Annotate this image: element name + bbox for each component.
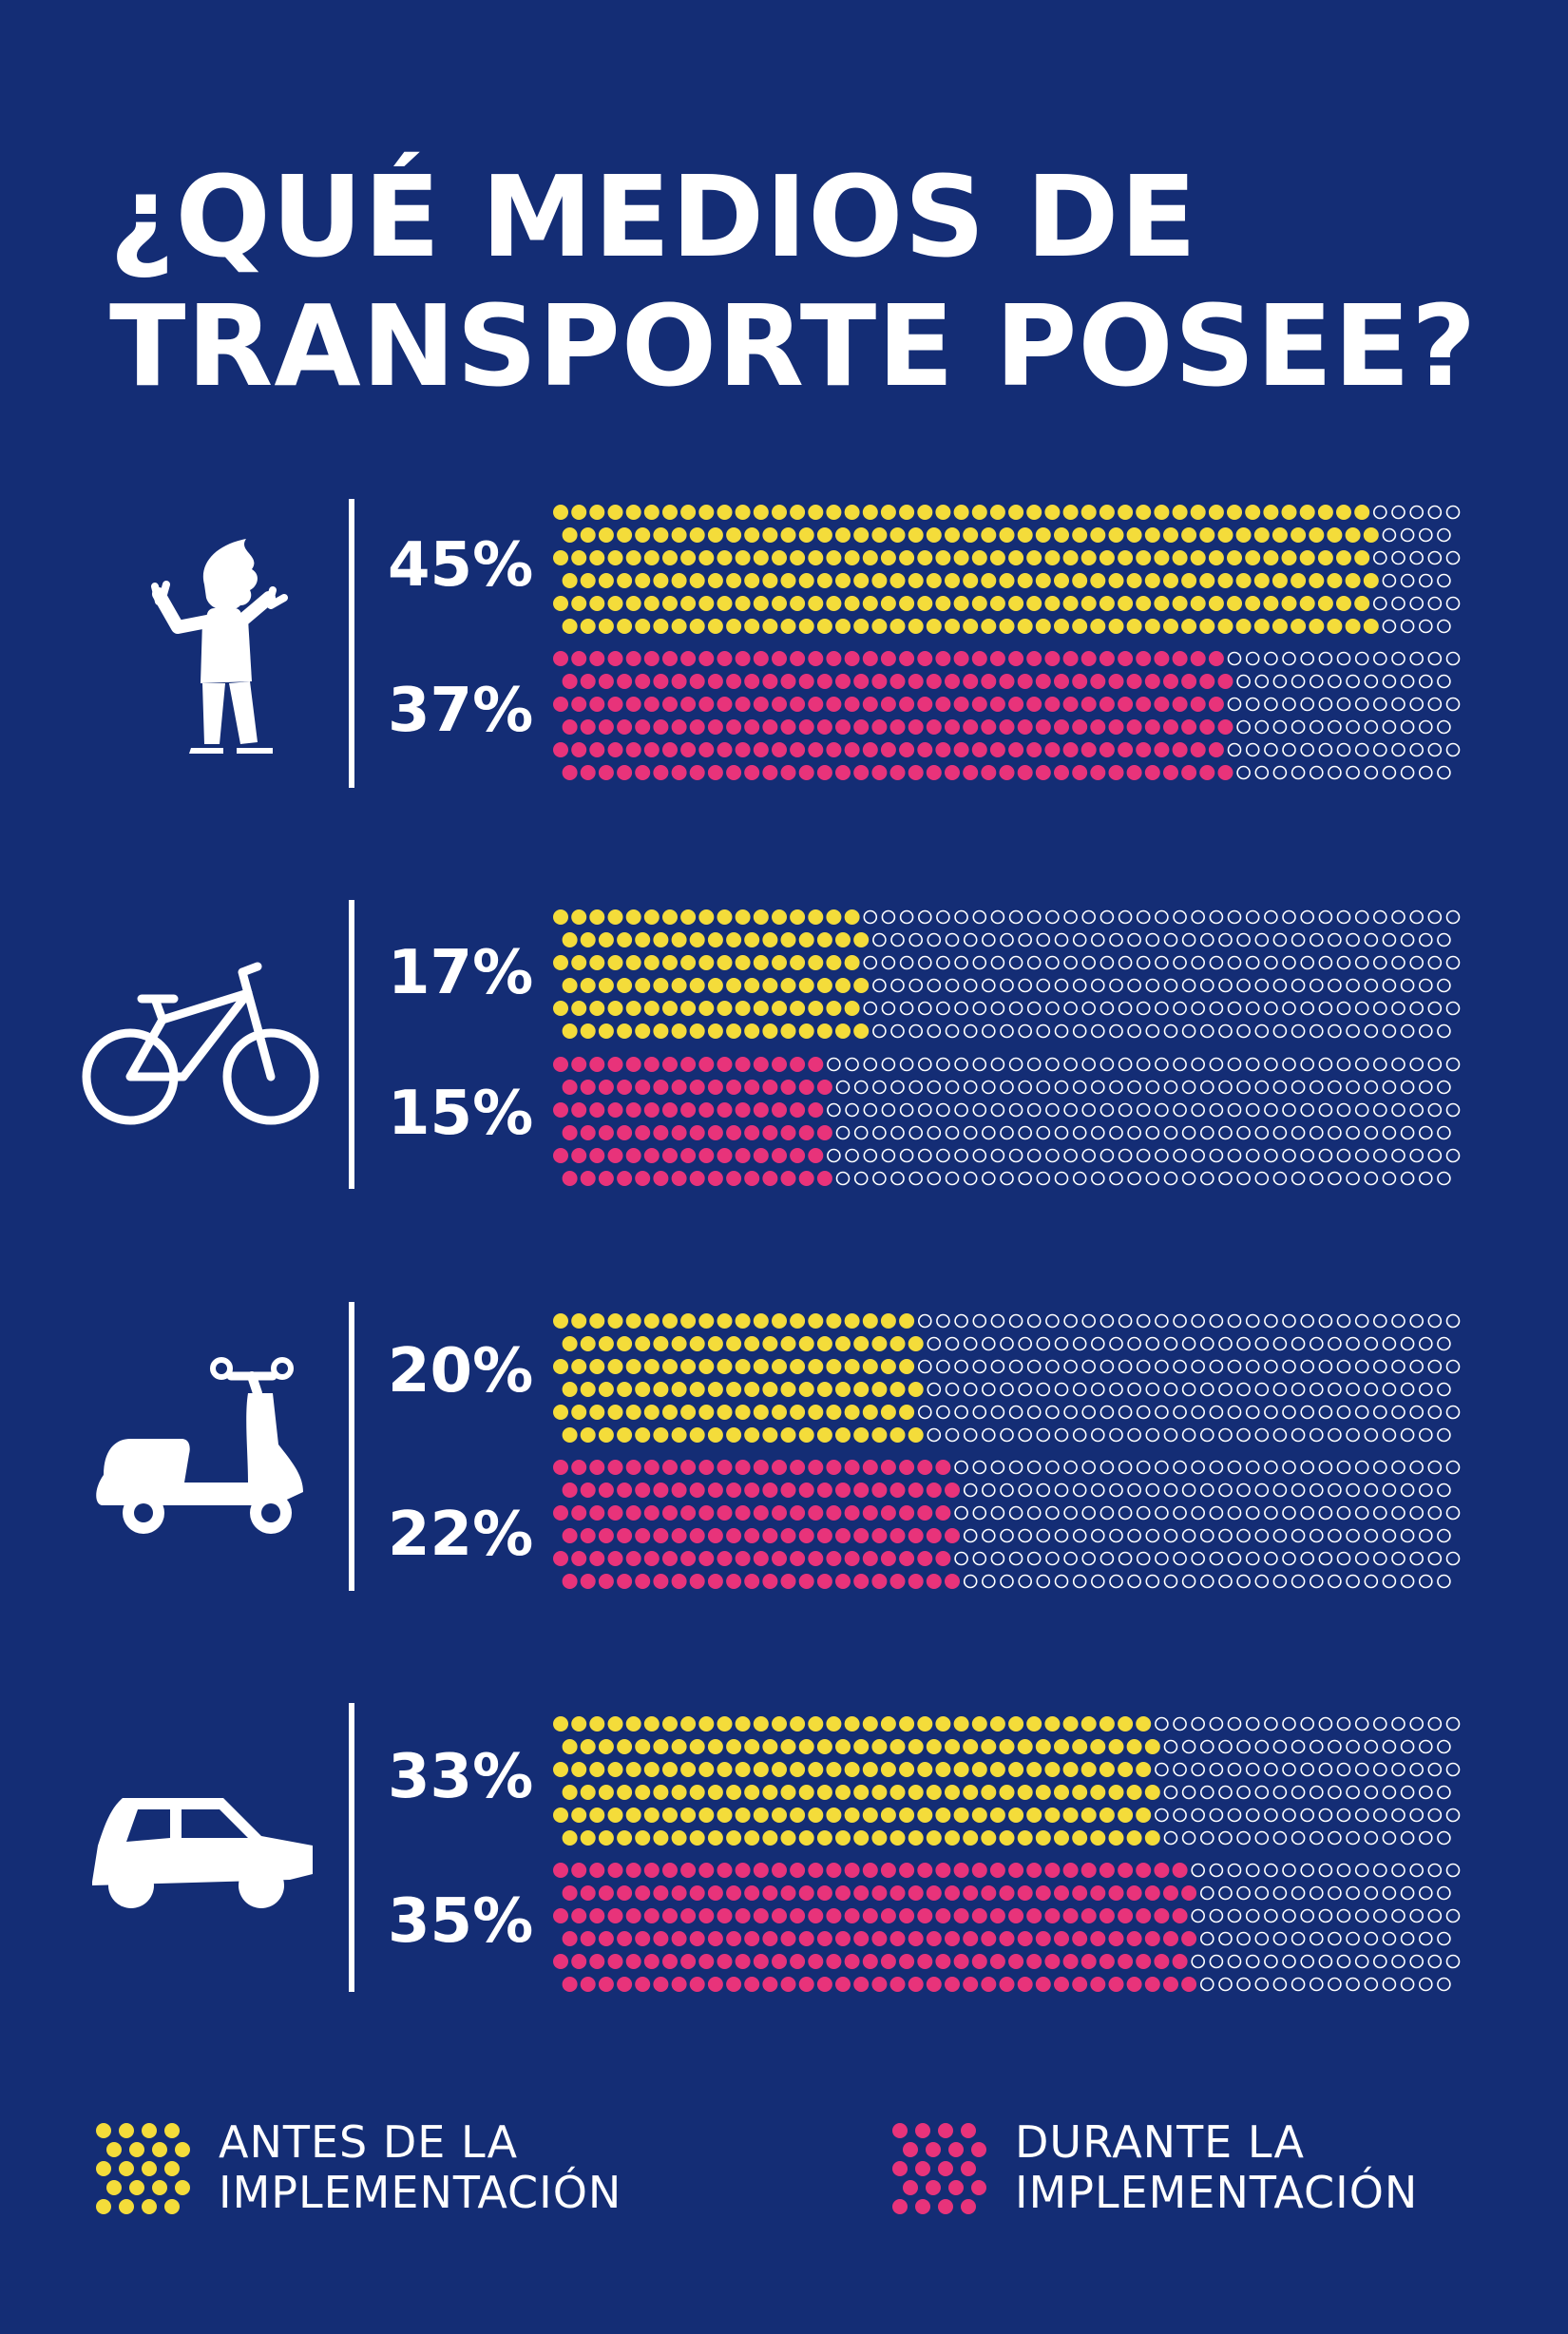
- group-divider: [349, 900, 354, 1189]
- bar-empty-dots: [917, 1313, 1461, 1443]
- dot-bar-during-scooter: [553, 1460, 1461, 1589]
- dot-bar-before-bicycle: [553, 909, 1461, 1039]
- dot-bar-during-walking: [553, 651, 1461, 780]
- value-label-during: 37%: [388, 676, 534, 746]
- value-label-during: 15%: [388, 1079, 534, 1149]
- dot-bar-during-bicycle: [553, 1057, 1461, 1186]
- dot-bar-before-walking: [553, 505, 1461, 634]
- legend-label-during: DURANTE LA IMPLEMENTACIÓN: [1015, 2116, 1419, 2218]
- dot-bar-before-scooter: [553, 1313, 1461, 1443]
- bar-empty-dots: [1155, 1716, 1461, 1846]
- value-label-during: 22%: [388, 1500, 534, 1570]
- bar-empty-dots: [863, 909, 1461, 1039]
- chart-group-car: 33% 35%: [0, 1703, 1568, 1992]
- bar-empty-dots: [1227, 651, 1461, 780]
- group-divider: [349, 1703, 354, 1992]
- chart-group-scooter: 20% 22%: [0, 1302, 1568, 1591]
- bar-filled-dots: [553, 1863, 1197, 1992]
- bar-empty-dots: [827, 1057, 1461, 1186]
- group-divider: [349, 1302, 354, 1591]
- bar-filled-dots: [553, 1057, 832, 1186]
- car-icon: [92, 1798, 313, 1908]
- group-divider: [349, 499, 354, 788]
- walking-person-icon: [151, 539, 288, 754]
- legend-item-before: ANTES DE LA IMPLEMENTACIÓN: [95, 2117, 665, 2222]
- bar-filled-dots: [553, 505, 1379, 634]
- legend-label-before: ANTES DE LA IMPLEMENTACIÓN: [219, 2116, 622, 2218]
- bar-filled-dots: [553, 909, 870, 1039]
- bar-empty-dots: [1372, 505, 1461, 634]
- bar-empty-dots: [1191, 1863, 1461, 1992]
- dot-bar-before-car: [553, 1716, 1461, 1846]
- legend-swatch-before: [96, 2123, 190, 2214]
- value-label-during: 35%: [388, 1886, 534, 1957]
- title-line-2: TRANSPORTE POSEE?: [109, 280, 1478, 411]
- bar-filled-dots: [553, 1460, 960, 1589]
- scooter-icon: [96, 1357, 303, 1534]
- page-title: ¿QUÉ MEDIOS DE TRANSPORTE POSEE?: [109, 152, 1477, 411]
- value-label-before: 45%: [388, 530, 534, 601]
- value-label-before: 33%: [388, 1742, 534, 1812]
- value-label-before: 17%: [388, 938, 534, 1008]
- legend-swatch-during: [892, 2123, 986, 2214]
- bar-filled-dots: [553, 651, 1233, 780]
- bicycle-icon: [82, 962, 319, 1125]
- dot-bar-during-car: [553, 1863, 1461, 1992]
- chart-group-bicycle: 17% 15%: [0, 900, 1568, 1189]
- chart-group-walking: 45% 37%: [0, 499, 1568, 788]
- bar-filled-dots: [553, 1716, 1160, 1846]
- title-line-1: ¿QUÉ MEDIOS DE: [109, 151, 1198, 282]
- bar-filled-dots: [553, 1313, 924, 1443]
- bar-empty-dots: [954, 1460, 1461, 1589]
- legend-item-during: DURANTE LA IMPLEMENTACIÓN: [891, 2117, 1462, 2222]
- value-label-before: 20%: [388, 1336, 534, 1406]
